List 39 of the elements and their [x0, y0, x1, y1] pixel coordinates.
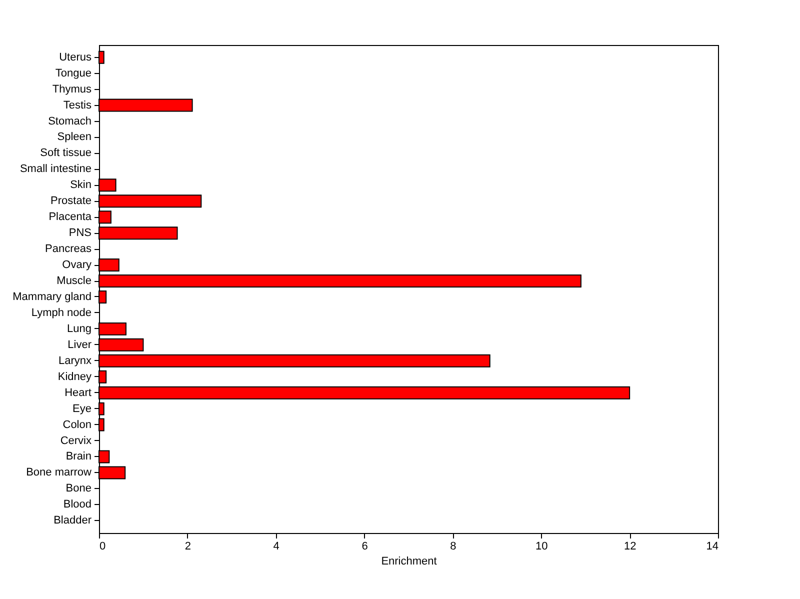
y-tick-label: Testis [63, 99, 92, 112]
y-tick-label: Prostate [50, 195, 92, 208]
y-tick-label: Blood [63, 498, 92, 511]
y-tick-label: Bone marrow [26, 466, 92, 479]
x-tick-label: 12 [624, 540, 636, 552]
x-tick-label: 8 [450, 540, 456, 552]
y-tick-label: Heart [64, 386, 92, 399]
y-tick-label: Spleen [57, 131, 92, 144]
y-tick-label: Eye [72, 402, 92, 415]
y-tick-label: Brain [66, 450, 92, 463]
y-tick-label: Larynx [58, 354, 92, 367]
y-tick-label: Thymus [52, 83, 92, 96]
y-tick-label: Tongue [55, 67, 92, 80]
y-tick-label: Skin [70, 179, 92, 192]
y-tick-label: Small intestine [20, 163, 92, 176]
y-tick-label: Uterus [59, 51, 92, 64]
y-tick-label: Kidney [58, 370, 92, 383]
y-tick-label: Lymph node [31, 306, 92, 319]
x-tick-label: 4 [273, 540, 280, 552]
y-tick-label: PNS [68, 227, 92, 240]
x-tick-label: 6 [362, 540, 368, 552]
x-tick-label: 0 [100, 540, 106, 552]
x-tick-label: 2 [184, 540, 191, 552]
x-tick-label: 10 [536, 540, 548, 552]
y-tick-label: Pancreas [45, 243, 92, 256]
y-tick-label: Ovary [62, 259, 92, 272]
y-tick-label: Soft tissue [40, 147, 92, 160]
y-tick-label: Bladder [54, 514, 92, 527]
x-axis-title: Enrichment [381, 556, 437, 568]
x-tick-label: 14 [706, 540, 718, 552]
y-tick-label: Muscle [56, 275, 92, 288]
y-tick-label: Stomach [48, 115, 92, 128]
y-tick-label: Cervix [60, 434, 92, 447]
y-tick-label: Lung [67, 322, 92, 335]
y-tick-label: Colon [62, 418, 92, 431]
y-tick-label: Liver [68, 338, 92, 351]
y-tick-label: Placenta [48, 211, 92, 224]
y-tick-label: Bone [66, 482, 92, 495]
y-tick-label: Mammary gland [12, 290, 92, 303]
